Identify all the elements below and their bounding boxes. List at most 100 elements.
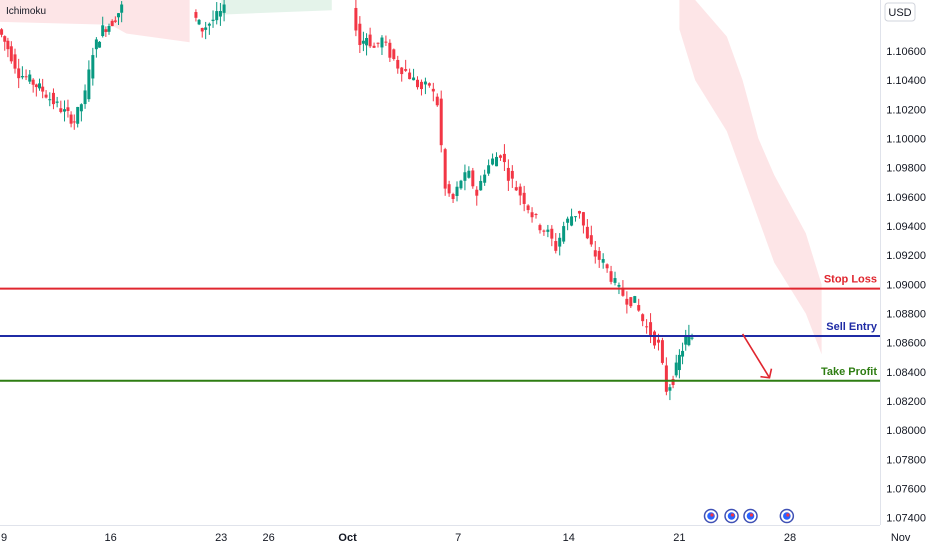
candle (530, 207, 534, 223)
trade-arrow (741, 333, 773, 379)
candle (204, 21, 208, 40)
price-axis-background (880, 0, 932, 525)
candle (439, 90, 443, 153)
candle (211, 10, 215, 28)
candle (408, 68, 412, 80)
candle (104, 26, 108, 37)
candle (660, 337, 664, 365)
candle (574, 216, 578, 222)
candle (207, 22, 211, 35)
price-tick-label: 1.10400 (886, 75, 926, 87)
date-tick-label: 26 (262, 532, 274, 544)
candle (384, 35, 388, 46)
candle (194, 9, 198, 22)
candle (554, 233, 558, 254)
candle (215, 2, 219, 25)
candle (684, 329, 688, 351)
candle (59, 100, 63, 114)
candle (546, 224, 550, 238)
economic-event-icon[interactable] (743, 508, 758, 524)
date-tick-label: 9 (1, 532, 7, 544)
candle (423, 77, 427, 95)
candle (455, 181, 459, 202)
candle (419, 79, 423, 96)
candle (491, 153, 495, 166)
indicator-label: Ichimoku (6, 6, 46, 17)
candle (20, 66, 24, 80)
candle (681, 342, 685, 365)
price-tick-label: 1.09800 (886, 163, 926, 175)
candle (577, 210, 581, 219)
candle (3, 35, 7, 51)
price-tick-label: 1.09200 (886, 250, 926, 262)
candle (487, 159, 491, 176)
candle (463, 164, 467, 191)
candle (368, 27, 372, 49)
candle (585, 219, 589, 240)
candle (83, 84, 87, 109)
candle (396, 55, 400, 74)
candle (98, 41, 102, 48)
candle (63, 100, 67, 122)
candle (510, 165, 514, 188)
price-tick-label: 1.10000 (886, 134, 926, 146)
date-tick-label: Oct (338, 532, 357, 544)
candle (498, 154, 502, 161)
trade-levels: Stop Loss1.08971Sell Entry1.08646Take Pr… (0, 274, 930, 389)
candle (404, 59, 408, 72)
event-markers[interactable] (703, 508, 795, 524)
candle (506, 159, 510, 191)
candle (589, 225, 593, 247)
price-tick-label: 1.08000 (886, 425, 926, 437)
candle (671, 375, 675, 389)
price-tick-label: 1.07600 (886, 484, 926, 496)
candle (107, 23, 111, 35)
date-tick-label: Nov (891, 532, 911, 544)
price-tick-label: 1.07800 (886, 454, 926, 466)
candles (0, 0, 694, 401)
economic-event-icon[interactable] (779, 508, 795, 524)
candle (514, 180, 518, 191)
candle (94, 37, 98, 58)
candle (593, 240, 597, 264)
candle (28, 69, 32, 84)
candle (31, 78, 35, 93)
candle (483, 169, 487, 186)
candle (380, 35, 384, 55)
economic-event-icon[interactable] (703, 508, 719, 524)
candle (38, 78, 41, 91)
candle (365, 33, 369, 56)
candle (542, 229, 546, 236)
candle (101, 16, 105, 38)
candle (431, 82, 435, 102)
candle (581, 211, 585, 234)
candle (522, 185, 526, 212)
price-axis[interactable]: 1.10600 1.10400 1.10200 1.10000 1.09800 1.096… (886, 46, 926, 525)
economic-event-icon[interactable] (724, 508, 739, 524)
stop-loss-label: Stop Loss (824, 274, 877, 286)
candle (197, 19, 201, 26)
candle (372, 42, 376, 49)
candle (416, 76, 420, 90)
candle (597, 247, 601, 268)
candle (518, 183, 522, 206)
price-tick-label: 1.10200 (886, 104, 926, 116)
price-tick-label: 1.08800 (886, 309, 926, 321)
candle (41, 78, 45, 99)
date-tick-label: 7 (455, 532, 461, 544)
currency-label: USD (888, 7, 911, 19)
candle (48, 92, 52, 107)
candle (653, 330, 657, 349)
candle (110, 19, 114, 27)
price-tick-label: 1.09400 (886, 221, 926, 233)
currency-button[interactable] (884, 2, 916, 22)
candle (467, 166, 471, 179)
candle (358, 16, 362, 54)
candle (388, 39, 392, 62)
ichimoku-cloud (0, 0, 822, 355)
candle (674, 354, 678, 378)
time-axis[interactable]: 9 16 23 26 Oct 7 14 21 28 Nov (1, 532, 911, 544)
price-tick-label: 1.08600 (886, 338, 926, 350)
candle (55, 96, 59, 108)
